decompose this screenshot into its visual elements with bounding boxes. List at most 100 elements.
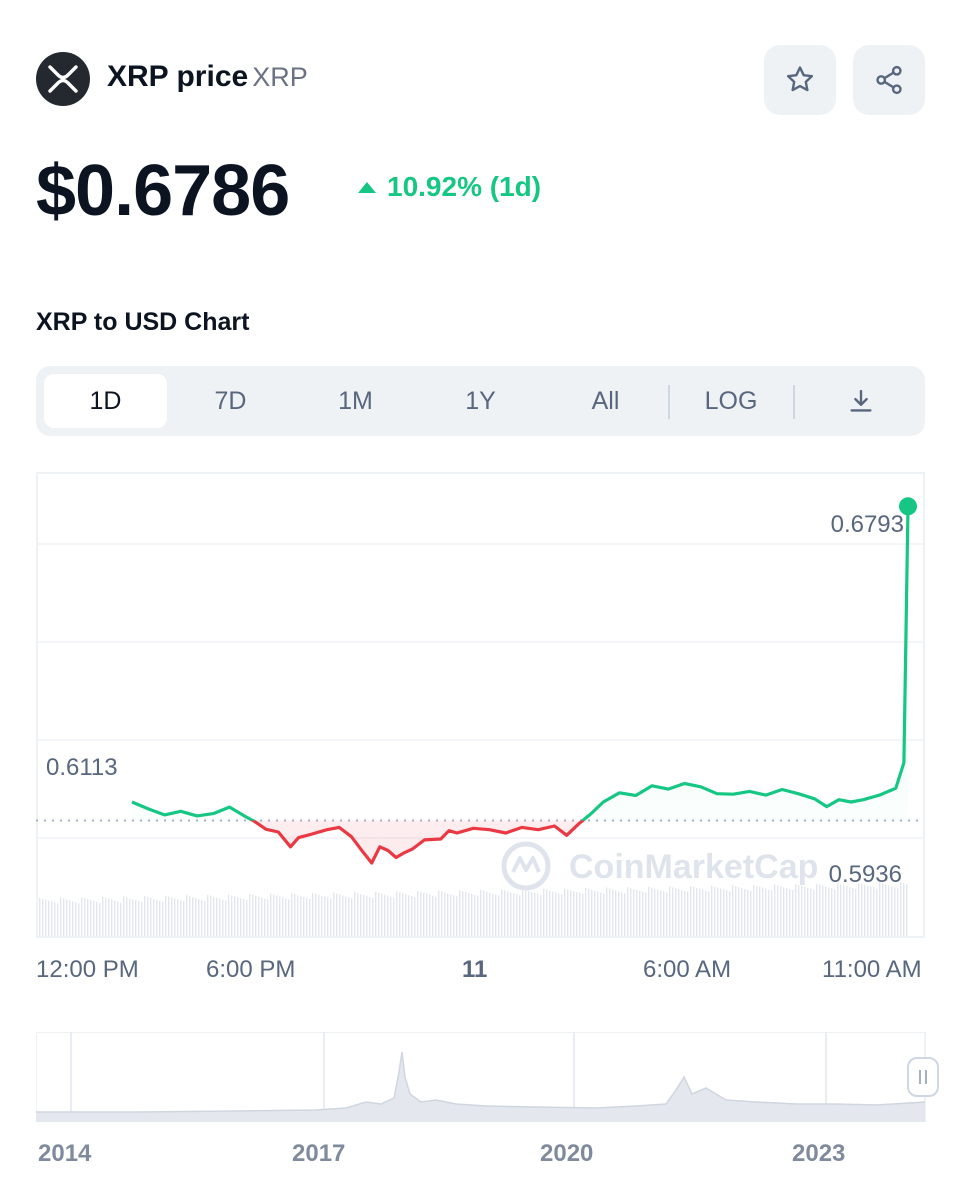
volume-bar — [603, 893, 605, 936]
volume-bar — [225, 900, 227, 936]
volume-bar — [858, 882, 860, 936]
volume-bar — [315, 893, 317, 936]
volume-bar — [870, 886, 872, 936]
volume-bar — [423, 892, 425, 936]
volume-bar — [693, 886, 695, 936]
volume-bar — [558, 893, 560, 936]
volume-bar — [540, 894, 542, 936]
volume-bar — [585, 887, 587, 936]
tab-7d[interactable]: 7D — [214, 386, 247, 415]
volume-bar — [285, 898, 287, 936]
volume-bar — [399, 892, 401, 936]
volume-bar — [492, 893, 494, 936]
volume-bar — [519, 895, 521, 936]
volume-bar — [594, 890, 596, 936]
volume-bar — [534, 892, 536, 936]
low-price-label: 0.5936 — [829, 861, 902, 888]
chart-title: XRP to USD Chart — [36, 308, 250, 336]
coin-symbol: XRP — [252, 62, 308, 92]
volume-bar — [105, 897, 107, 936]
volume-bar — [180, 900, 182, 936]
volume-bar — [537, 893, 539, 936]
volume-bar — [102, 896, 104, 936]
share-button[interactable] — [853, 45, 925, 115]
volume-bar — [360, 894, 362, 936]
volume-bar — [645, 892, 647, 936]
favorite-button[interactable] — [764, 45, 836, 115]
volume-bar — [330, 898, 332, 936]
volume-bar — [261, 897, 263, 936]
volume-bar — [75, 902, 77, 936]
volume-bar — [729, 891, 731, 936]
volume-bar — [279, 896, 281, 936]
price-chart[interactable]: CoinMarketCap 0.6113 0.6793 0.5936 — [36, 472, 926, 942]
volume-bar — [837, 883, 839, 936]
volume-bar — [642, 891, 644, 936]
download-button[interactable] — [796, 374, 925, 428]
volume-bar — [294, 894, 296, 936]
volume-bar — [759, 886, 761, 936]
share-icon — [876, 65, 902, 95]
volume-bar — [867, 885, 869, 936]
volume-bar — [186, 895, 188, 936]
volume-bar — [348, 897, 350, 936]
navigator-handle[interactable] — [907, 1057, 939, 1097]
tab-1y[interactable]: 1Y — [465, 386, 496, 415]
volume-bar — [54, 902, 56, 936]
volume-bar — [453, 895, 455, 936]
volume-bar — [546, 889, 548, 936]
tab-1d[interactable]: 1D — [44, 374, 167, 428]
grid-lines — [36, 543, 924, 839]
volume-bar — [216, 897, 218, 936]
volume-bar — [648, 886, 650, 936]
volume-bar — [462, 891, 464, 936]
volume-bar — [441, 891, 443, 936]
volume-bar — [567, 889, 569, 936]
volume-bar — [231, 895, 233, 936]
volume-bar — [276, 895, 278, 936]
volume-bar — [690, 886, 692, 936]
tab-log[interactable]: LOG — [704, 386, 758, 415]
x-axis-label: 6:00 PM — [206, 956, 296, 983]
volume-bar — [498, 895, 500, 936]
volume-bar — [195, 898, 197, 936]
volume-bar — [171, 897, 173, 936]
volume-bar — [783, 887, 785, 936]
volume-bar — [465, 892, 467, 936]
navigator-year-label: 2020 — [540, 1140, 594, 1167]
volume-bar — [117, 901, 119, 936]
coin-name: XRP price — [107, 60, 249, 93]
tab-1m[interactable]: 1M — [338, 386, 373, 415]
volume-bar — [471, 894, 473, 936]
volume-bar — [798, 885, 800, 936]
tab-all[interactable]: All — [591, 386, 620, 415]
volume-bar — [747, 889, 749, 936]
volume-bar — [300, 896, 302, 936]
volume-bar — [708, 891, 710, 936]
volume-bar — [354, 892, 356, 936]
volume-bar — [618, 891, 620, 936]
volume-bar — [549, 890, 551, 936]
volume-bar — [591, 889, 593, 936]
volume-bar — [384, 894, 386, 936]
volume-bar — [564, 888, 566, 936]
volume-bar — [150, 897, 152, 936]
volume-bar — [516, 894, 518, 936]
range-navigator[interactable] — [36, 1032, 941, 1122]
volume-bar — [198, 899, 200, 936]
volume-bar — [39, 897, 41, 936]
volume-bar — [777, 885, 779, 936]
volume-bar — [486, 891, 488, 936]
volume-bar — [228, 894, 230, 936]
volume-bar — [477, 895, 479, 936]
volume-bar — [264, 898, 266, 936]
volume-bar — [480, 889, 482, 936]
volume-bar — [69, 900, 71, 936]
volume-bar — [234, 896, 236, 936]
volume-bar — [894, 887, 896, 936]
volume-bar — [381, 893, 383, 936]
volume-bar — [681, 890, 683, 936]
volume-bar — [765, 888, 767, 936]
volume-bar — [93, 900, 95, 936]
volume-bar — [684, 891, 686, 936]
